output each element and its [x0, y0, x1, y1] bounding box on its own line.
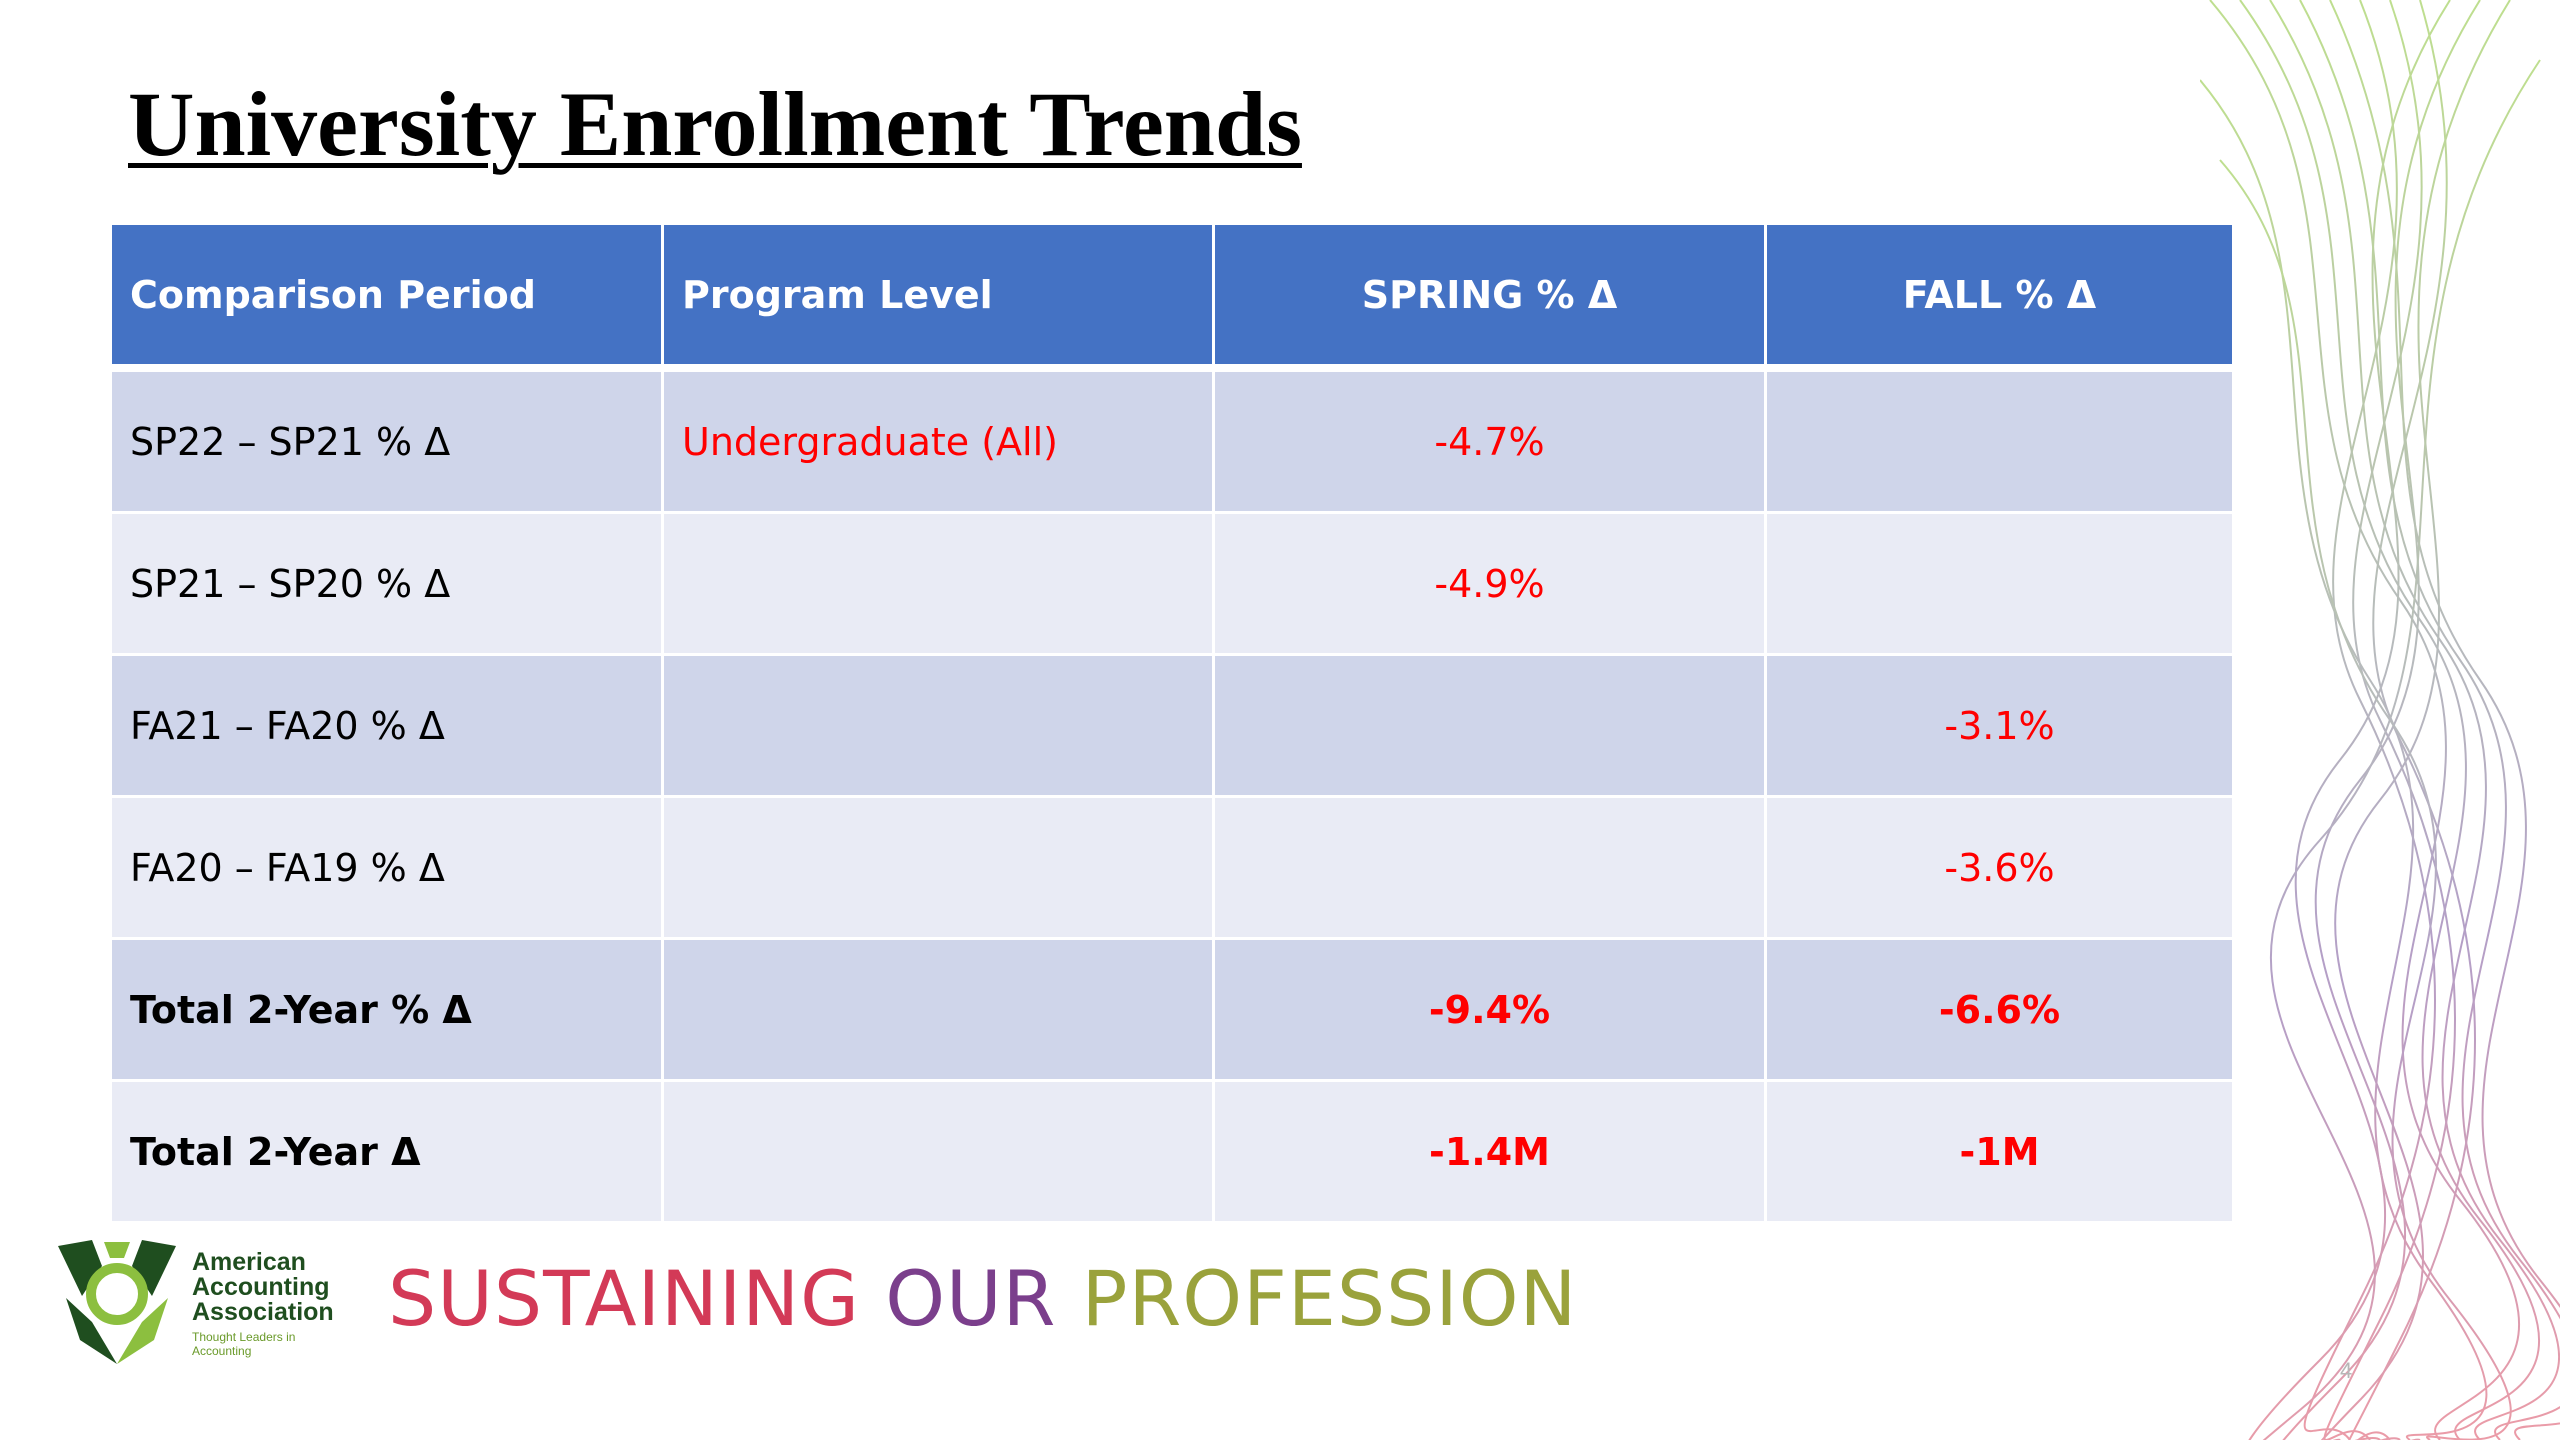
cell-spring: -4.9%: [1212, 511, 1767, 656]
table-row: FA20 – FA19 % Δ -3.6%: [109, 795, 2235, 940]
cell-program-level: Undergraduate (All): [661, 366, 1215, 514]
cell-period: SP22 – SP21 % Δ: [109, 366, 664, 514]
page-number: 4: [2340, 1358, 2353, 1383]
logo-line-3: Association: [192, 1298, 334, 1326]
cell-spring: [1212, 653, 1767, 798]
tagline-part-1: SUSTAINING: [388, 1254, 886, 1343]
cell-period: Total 2-Year % Δ: [109, 937, 664, 1082]
cell-period: SP21 – SP20 % Δ: [109, 511, 664, 656]
aaa-wordmark: American Accounting Association Thought …: [192, 1248, 342, 1359]
cell-period: Total 2-Year Δ: [109, 1079, 664, 1224]
cell-fall: -3.1%: [1764, 653, 2235, 798]
enrollment-table: Comparison Period Program Level SPRING %…: [109, 222, 2235, 1224]
enrollment-table-container: Comparison Period Program Level SPRING %…: [109, 222, 2235, 1224]
header-spring-change: SPRING % Δ: [1212, 222, 1767, 372]
slide-title: University Enrollment Trends: [128, 73, 1302, 175]
cell-period: FA21 – FA20 % Δ: [109, 653, 664, 798]
cell-fall: -1M: [1764, 1079, 2235, 1224]
logo-line-2: Accounting: [192, 1273, 330, 1301]
tagline-part-2: OUR: [885, 1254, 1082, 1343]
table-row: SP21 – SP20 % Δ -4.9%: [109, 511, 2235, 656]
aaa-shield-icon: [58, 1240, 176, 1364]
tagline-part-3: PROFESSION: [1081, 1254, 1578, 1343]
cell-program-level: [661, 795, 1215, 940]
header-comparison-period: Comparison Period: [109, 222, 664, 372]
cell-spring: -4.7%: [1212, 366, 1767, 514]
table-row: Total 2-Year % Δ -9.4% -6.6%: [109, 937, 2235, 1082]
cell-program-level: [661, 937, 1215, 1082]
table-row: FA21 – FA20 % Δ -3.1%: [109, 653, 2235, 798]
decorative-swirl: [2200, 0, 2560, 1440]
header-fall-change: FALL % Δ: [1764, 222, 2235, 372]
cell-program-level: [661, 653, 1215, 798]
cell-fall: -3.6%: [1764, 795, 2235, 940]
cell-program-level: [661, 511, 1215, 656]
cell-spring: [1212, 795, 1767, 940]
table-row: Total 2-Year Δ -1.4M -1M: [109, 1079, 2235, 1224]
sustaining-tagline: SUSTAINING OUR PROFESSION: [388, 1253, 1577, 1344]
cell-fall: [1764, 366, 2235, 514]
cell-period: FA20 – FA19 % Δ: [109, 795, 664, 940]
logo-line-1: American: [192, 1248, 306, 1276]
cell-spring: -1.4M: [1212, 1079, 1767, 1224]
cell-program-level: [661, 1079, 1215, 1224]
cell-fall: [1764, 511, 2235, 656]
aaa-logo: American Accounting Association Thought …: [52, 1236, 362, 1376]
table-header-row: Comparison Period Program Level SPRING %…: [109, 222, 2235, 372]
table-row: SP22 – SP21 % Δ Undergraduate (All) -4.7…: [109, 366, 2235, 514]
header-program-level: Program Level: [661, 222, 1215, 372]
cell-spring: -9.4%: [1212, 937, 1767, 1082]
logo-tagline: Thought Leaders in Accounting: [192, 1330, 296, 1358]
cell-fall: -6.6%: [1764, 937, 2235, 1082]
